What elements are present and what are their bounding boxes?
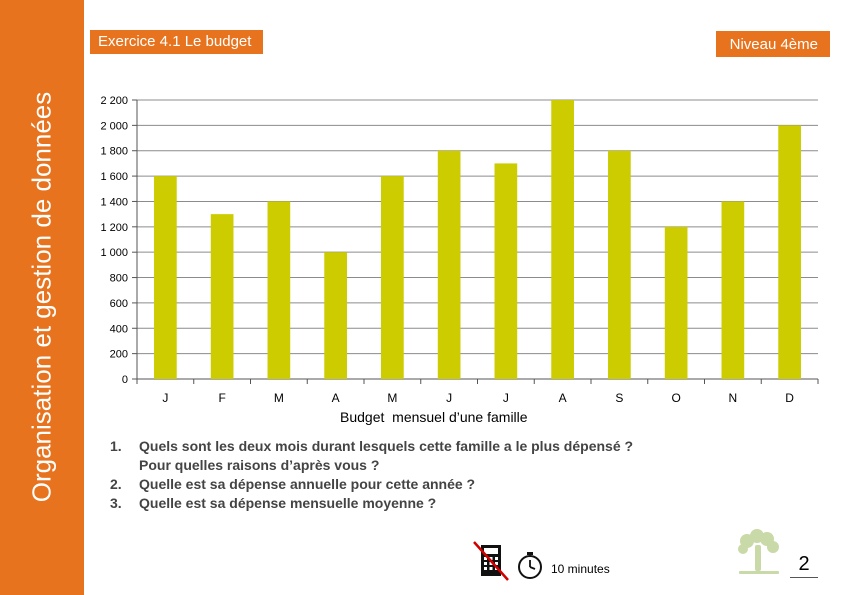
level-badge: Niveau 4ème bbox=[715, 31, 830, 57]
bar bbox=[551, 100, 574, 379]
bar bbox=[608, 150, 631, 379]
stopwatch-icon bbox=[518, 552, 542, 579]
question-text: Quelle est sa dépense annuelle pour cett… bbox=[139, 476, 476, 492]
question-list: 1. Quels sont les deux mois durant lesqu… bbox=[110, 437, 750, 513]
bar bbox=[381, 176, 404, 379]
question-number bbox=[110, 456, 139, 475]
bar bbox=[324, 252, 347, 379]
exercise-title: Exercice 4.1 Le budget bbox=[90, 30, 264, 54]
x-tick-label: F bbox=[218, 391, 225, 405]
chart-x-axis-label: Budget mensuel d’une famille bbox=[340, 409, 528, 425]
x-tick-label: S bbox=[615, 391, 623, 405]
y-tick-label: 2 000 bbox=[100, 120, 128, 132]
y-tick-label: 200 bbox=[110, 349, 128, 361]
x-tick-label: O bbox=[671, 391, 680, 405]
sidebar-band: Organisation et gestion de données bbox=[0, 0, 84, 595]
y-tick-label: 1 800 bbox=[100, 146, 128, 158]
y-tick-label: 400 bbox=[110, 323, 128, 335]
x-tick-label: M bbox=[387, 391, 397, 405]
question-item: 1. Quels sont les deux mois durant lesqu… bbox=[110, 437, 750, 456]
bar bbox=[778, 125, 801, 379]
question-number: 1. bbox=[110, 438, 122, 454]
y-tick-label: 600 bbox=[110, 298, 128, 310]
x-tick-label: J bbox=[162, 391, 168, 405]
bar bbox=[721, 201, 745, 379]
x-tick-label: A bbox=[559, 391, 567, 405]
x-tick-label: A bbox=[332, 391, 340, 405]
bar bbox=[210, 214, 234, 379]
bar bbox=[494, 163, 518, 379]
x-tick-label: D bbox=[785, 391, 794, 405]
question-item: 2. Quelle est sa dépense annuelle pour c… bbox=[110, 475, 750, 494]
y-tick-label: 1 000 bbox=[100, 247, 128, 259]
bar bbox=[664, 226, 688, 379]
bar bbox=[267, 201, 291, 379]
x-tick-label: J bbox=[446, 391, 452, 405]
y-tick-label: 1 400 bbox=[100, 196, 128, 208]
question-number: 2. bbox=[110, 476, 122, 492]
question-text: Quels sont les deux mois durant lesquels… bbox=[139, 438, 634, 454]
duration-label: 10 minutes bbox=[551, 562, 610, 576]
x-tick-label: M bbox=[274, 391, 284, 405]
no-calculator-icon bbox=[473, 541, 509, 581]
bar bbox=[437, 150, 461, 379]
y-tick-label: 1 600 bbox=[100, 171, 128, 183]
y-tick-label: 0 bbox=[122, 374, 128, 386]
tree-logo-icon bbox=[738, 529, 779, 574]
y-tick-label: 1 200 bbox=[100, 222, 128, 234]
y-tick-label: 800 bbox=[110, 273, 128, 285]
footer-icons bbox=[473, 541, 542, 581]
question-item: Pour quelles raisons d’après vous ? bbox=[110, 456, 750, 475]
bar bbox=[154, 176, 177, 379]
question-text: Pour quelles raisons d’après vous ? bbox=[139, 457, 380, 473]
x-tick-label: N bbox=[729, 391, 738, 405]
question-item: 3. Quelle est sa dépense mensuelle moyen… bbox=[110, 494, 750, 513]
x-tick-label: J bbox=[503, 391, 509, 405]
question-number: 3. bbox=[110, 495, 122, 511]
page-number: 2 bbox=[790, 553, 818, 578]
question-text: Quelle est sa dépense mensuelle moyenne … bbox=[139, 495, 437, 511]
y-tick-label: 2 200 bbox=[100, 95, 128, 107]
